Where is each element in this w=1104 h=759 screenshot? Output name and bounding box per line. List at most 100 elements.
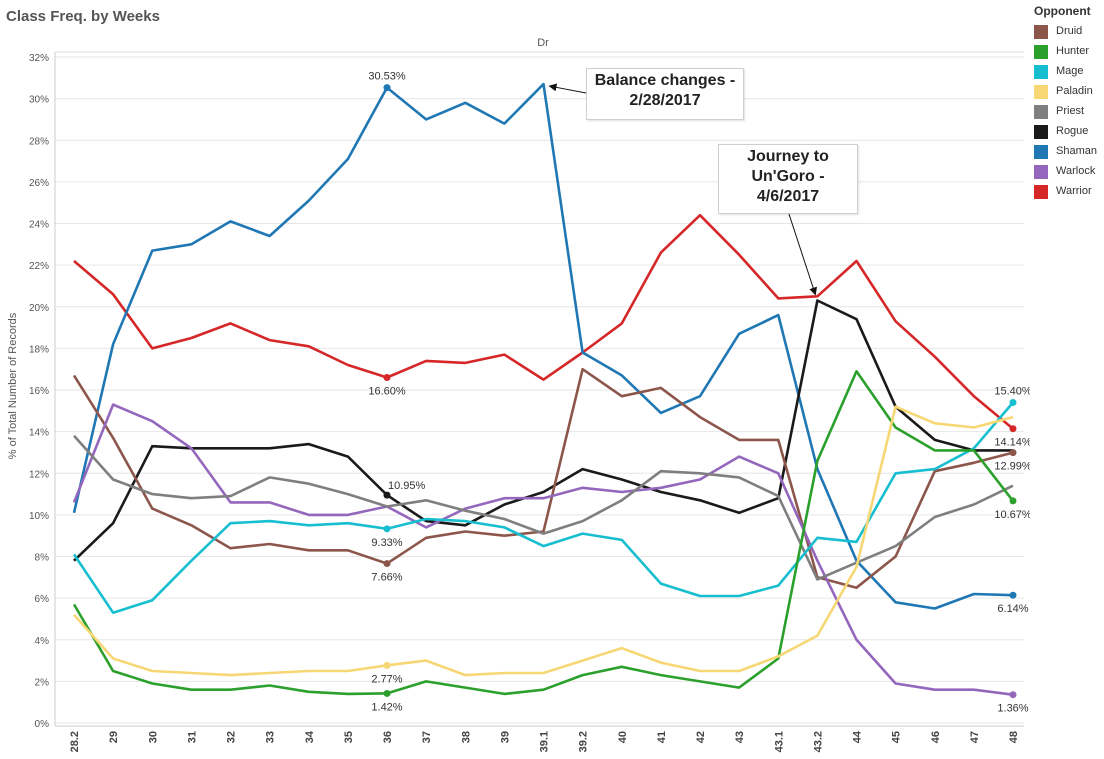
legend-swatch	[1034, 165, 1048, 179]
callout-arrows	[548, 83, 817, 296]
y-tick-label: 14%	[29, 428, 49, 439]
data-label: 6.14%	[997, 603, 1028, 615]
series-line-hunter[interactable]	[72, 369, 1015, 696]
x-tick-label: 43.1	[773, 731, 785, 752]
x-tick-label: 33	[265, 731, 277, 743]
data-label: 15.40%	[994, 385, 1030, 397]
balance-changes-callout: Balance changes - 2/28/2017	[586, 68, 744, 120]
series-line-druid[interactable]	[72, 367, 1014, 590]
data-label: 30.53%	[368, 71, 406, 83]
x-tick-label: 35	[343, 731, 355, 743]
y-tick-label: 20%	[29, 303, 49, 314]
legend-label: Shaman	[1056, 145, 1097, 157]
legend-swatch	[1034, 145, 1048, 159]
data-labels-layer: 30.53% 16.60% 10.95% 9.33% 7.66% 2.77% 1.42% 15…	[368, 71, 1030, 715]
y-tick-label: 24%	[29, 220, 49, 231]
x-tick-label: 39	[499, 731, 511, 743]
series-line-paladin[interactable]	[73, 405, 1014, 677]
gridlines	[55, 56, 1024, 724]
y-tick-label: 32%	[29, 53, 49, 64]
x-tick-label: 30	[147, 731, 159, 743]
chart-title: Class Freq. by Weeks	[6, 8, 160, 25]
data-label: 10.67%	[994, 509, 1030, 521]
point-marker[interactable]	[383, 689, 391, 697]
x-tick-label: 46	[930, 731, 942, 743]
legend-swatch	[1034, 45, 1048, 59]
y-tick-label: 4%	[35, 636, 50, 647]
legend-label: Paladin	[1056, 85, 1093, 97]
legend-label: Warrior	[1056, 185, 1092, 197]
legend-label: Rogue	[1056, 125, 1089, 137]
y-tick-label: 16%	[29, 386, 49, 397]
point-marker[interactable]	[1009, 691, 1017, 699]
y-axis-label: % of Total Number of Records	[7, 312, 19, 459]
y-tick-label: 18%	[29, 344, 49, 355]
x-tick-label: 29	[108, 731, 120, 743]
legend-swatch	[1034, 105, 1048, 119]
y-tick-label: 26%	[29, 178, 49, 189]
data-label: 16.60%	[368, 386, 406, 398]
x-tick-label: 36	[382, 731, 394, 743]
x-tick-label: 42	[695, 731, 707, 743]
data-label: 12.99%	[994, 461, 1030, 473]
axes: 0% 2% 4% 6% 8% 10% 12% 14% 16% 18% 20% 22% 24% 26% 28%…	[29, 51, 1024, 752]
y-tick-label: 30%	[29, 95, 49, 106]
x-tick-label: 34	[304, 730, 316, 743]
data-label: 7.66%	[371, 572, 402, 584]
series-line-shaman[interactable]	[72, 82, 1014, 610]
point-marker[interactable]	[383, 374, 391, 382]
y-tick-label: 2%	[35, 677, 50, 688]
data-label: 1.42%	[371, 701, 402, 713]
legend-swatch	[1034, 125, 1048, 139]
series-line-warlock[interactable]	[72, 403, 1014, 696]
line-chart[interactable]: 0% 2% 4% 6% 8% 10% 12% 14% 16% 18% 20% 22% 24% 26% 28%…	[0, 0, 1030, 759]
point-marker[interactable]	[383, 525, 391, 533]
legend-label: Hunter	[1056, 45, 1090, 57]
series-line-rogue[interactable]	[73, 299, 1013, 562]
point-marker[interactable]	[1009, 398, 1017, 406]
y-tick-label: 0%	[35, 719, 50, 730]
x-tick-label: 48	[1008, 731, 1020, 743]
y-tick-label: 6%	[35, 594, 50, 605]
series-line-warrior[interactable]	[73, 213, 1014, 430]
balance-arrow	[548, 83, 587, 94]
legend-label: Warlock	[1056, 165, 1096, 177]
legend-label: Mage	[1056, 65, 1084, 77]
x-tick-label: 31	[186, 731, 198, 743]
series-line-mage[interactable]	[72, 401, 1014, 615]
ungoro-callout: Journey to Un'Goro - 4/6/2017	[718, 144, 858, 214]
data-label: 1.36%	[997, 703, 1028, 715]
point-marker[interactable]	[383, 491, 391, 499]
legend-label: Druid	[1056, 25, 1083, 37]
point-marker[interactable]	[383, 560, 391, 568]
x-tick-label: 37	[421, 731, 433, 743]
y-tick-label: 22%	[29, 261, 49, 272]
y-tick-label: 28%	[29, 136, 49, 147]
x-tick-label: 39.2	[578, 731, 590, 752]
x-tick-label: 32	[226, 731, 238, 743]
x-tick-label: 44	[852, 730, 864, 743]
y-tick-label: 8%	[35, 553, 50, 564]
x-tick-label: 40	[617, 731, 629, 743]
x-tick-label: 39.1	[539, 731, 551, 752]
point-marker[interactable]	[1009, 425, 1017, 433]
point-marker[interactable]	[383, 661, 391, 669]
legend-swatch	[1034, 25, 1048, 39]
panel-header: Dr	[537, 37, 549, 49]
x-tick-label: 47	[969, 731, 981, 743]
data-label: 2.77%	[371, 673, 402, 685]
x-tick-label: 45	[891, 731, 903, 743]
x-tick-label: 43.2	[812, 731, 824, 752]
point-marker[interactable]	[1009, 449, 1017, 457]
point-marker[interactable]	[383, 84, 391, 92]
point-marker[interactable]	[1009, 497, 1017, 505]
y-tick-label: 12%	[29, 469, 49, 480]
legend-swatch	[1034, 185, 1048, 199]
legend-label: Priest	[1056, 105, 1085, 117]
x-tick-label: 38	[460, 731, 472, 743]
x-tick-label: 43	[734, 731, 746, 743]
point-marker[interactable]	[1009, 591, 1017, 599]
x-tick-label: 41	[656, 731, 668, 743]
ungoro-arrow	[787, 210, 817, 296]
x-tick-label: 28.2	[69, 731, 81, 752]
